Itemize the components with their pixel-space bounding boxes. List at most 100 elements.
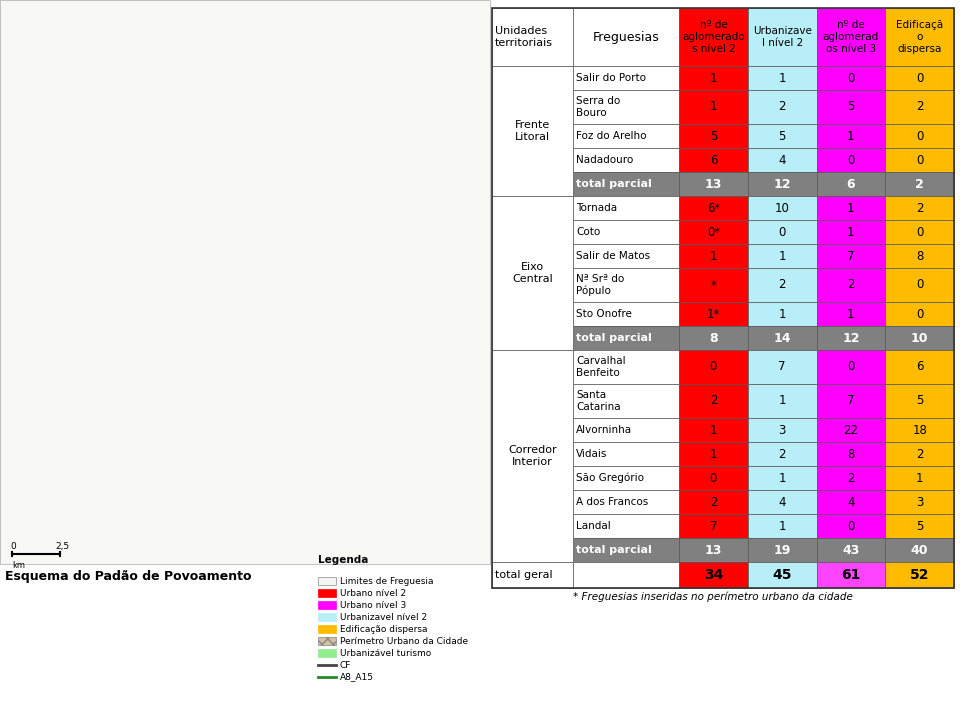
Text: 1: 1	[709, 249, 717, 263]
Text: 0: 0	[916, 130, 924, 142]
Bar	[885, 172, 954, 196]
Text: 45: 45	[773, 568, 792, 582]
Bar	[679, 8, 748, 66]
Bar	[885, 350, 954, 384]
Bar	[318, 625, 336, 633]
Bar	[885, 196, 954, 220]
Bar	[817, 172, 885, 196]
Bar	[817, 490, 885, 514]
Bar	[573, 302, 679, 326]
Bar	[748, 384, 817, 418]
Bar	[885, 442, 954, 466]
Bar	[885, 418, 954, 442]
Bar	[817, 442, 885, 466]
Bar	[679, 562, 748, 588]
Text: 1: 1	[779, 308, 786, 320]
Text: 0*: 0*	[707, 225, 720, 239]
Text: 6: 6	[916, 360, 924, 374]
Bar	[885, 302, 954, 326]
Text: Urbanizável turismo: Urbanizável turismo	[340, 648, 431, 658]
Text: Urbanizavel nível 2: Urbanizavel nível 2	[340, 612, 427, 622]
Text: 8: 8	[709, 332, 718, 344]
Bar	[885, 490, 954, 514]
Bar	[573, 466, 679, 490]
Text: Esquema do Padão de Povoamento: Esquema do Padão de Povoamento	[5, 570, 252, 583]
Bar	[885, 268, 954, 302]
Bar	[573, 538, 679, 562]
Bar	[318, 577, 336, 585]
Text: Urbanizave
l nível 2: Urbanizave l nível 2	[753, 26, 811, 48]
Bar	[679, 302, 748, 326]
Bar	[679, 66, 748, 90]
Text: total geral: total geral	[495, 570, 553, 580]
Text: Santa
Catarina: Santa Catarina	[576, 390, 620, 412]
Text: Edificação dispersa: Edificação dispersa	[340, 624, 427, 634]
Text: 22: 22	[844, 424, 858, 436]
Text: 2: 2	[847, 472, 854, 484]
Bar	[748, 220, 817, 244]
Bar	[573, 326, 679, 350]
Bar	[748, 490, 817, 514]
Text: 4: 4	[779, 153, 786, 167]
Text: 1: 1	[779, 472, 786, 484]
Text: Carvalhal
Benfeito: Carvalhal Benfeito	[576, 356, 626, 378]
Text: 6*: 6*	[707, 201, 720, 215]
Bar	[817, 562, 885, 588]
Text: 1: 1	[709, 72, 717, 84]
Bar	[885, 220, 954, 244]
Text: 12: 12	[842, 332, 859, 344]
Text: Limites de Freguesia: Limites de Freguesia	[340, 577, 434, 586]
Text: nº de
aglomerad
os nível 3: nº de aglomerad os nível 3	[823, 20, 879, 54]
Bar	[492, 562, 573, 588]
Bar	[492, 350, 573, 562]
Text: 10: 10	[911, 332, 928, 344]
Text: Legenda: Legenda	[318, 555, 369, 565]
Text: Foz do Arelho: Foz do Arelho	[576, 131, 646, 141]
Bar	[885, 148, 954, 172]
Bar	[679, 268, 748, 302]
Bar	[748, 124, 817, 148]
Bar	[748, 538, 817, 562]
Text: 2: 2	[709, 394, 717, 408]
Bar	[817, 384, 885, 418]
Text: * Freguesias inseridas no perímetro urbano da cidade: * Freguesias inseridas no perímetro urba…	[573, 592, 852, 603]
Text: 0: 0	[847, 153, 854, 167]
Bar	[817, 514, 885, 538]
Text: 6: 6	[709, 153, 717, 167]
Bar	[318, 613, 336, 621]
Bar	[748, 8, 817, 66]
Text: 13: 13	[705, 543, 722, 556]
Text: Landal: Landal	[576, 521, 611, 531]
Bar	[817, 350, 885, 384]
Text: 12: 12	[774, 177, 791, 191]
Bar	[573, 418, 679, 442]
Text: Salir de Matos: Salir de Matos	[576, 251, 650, 261]
Bar	[573, 268, 679, 302]
Text: 4: 4	[779, 496, 786, 508]
Text: 34: 34	[704, 568, 723, 582]
Text: Urbano nível 2: Urbano nível 2	[340, 589, 406, 598]
Bar	[885, 384, 954, 418]
Text: 5: 5	[916, 520, 924, 532]
Bar	[679, 466, 748, 490]
Bar	[817, 196, 885, 220]
Text: Nadadouro: Nadadouro	[576, 155, 634, 165]
Text: 7: 7	[779, 360, 786, 374]
Text: Frente
Litoral: Frente Litoral	[515, 120, 550, 142]
Bar	[748, 66, 817, 90]
Text: Serra do
Bouro: Serra do Bouro	[576, 96, 620, 118]
Text: 2: 2	[916, 201, 924, 215]
Bar	[885, 514, 954, 538]
Text: Tornada: Tornada	[576, 203, 617, 213]
Bar	[573, 562, 679, 588]
Bar	[817, 148, 885, 172]
Text: 1: 1	[709, 101, 717, 113]
Text: 0: 0	[916, 72, 924, 84]
Bar	[748, 196, 817, 220]
Bar	[679, 148, 748, 172]
Bar	[573, 350, 679, 384]
Bar	[679, 172, 748, 196]
Bar	[748, 418, 817, 442]
Text: Urbano nível 3: Urbano nível 3	[340, 601, 406, 610]
Bar	[318, 589, 336, 597]
